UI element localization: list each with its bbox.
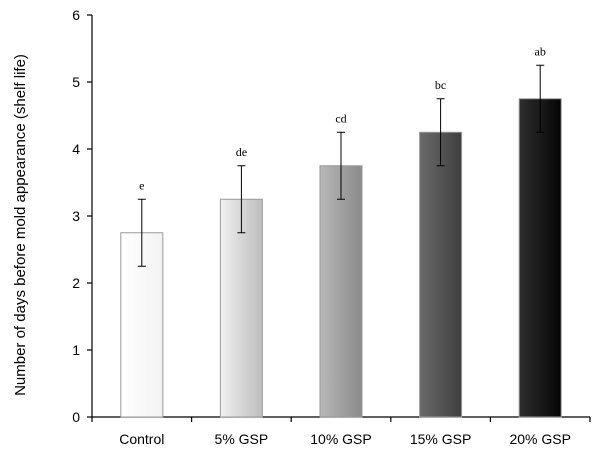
y-tick-label: 0 [72, 409, 80, 425]
y-axis-label: Number of days before mold appearance (s… [12, 54, 29, 396]
x-tick-label: 20% GSP [509, 431, 570, 447]
significance-letter: e [139, 178, 144, 192]
y-tick-label: 1 [72, 342, 80, 358]
x-tick-label: Control [119, 431, 164, 447]
chart-bars [120, 98, 562, 418]
y-tick-label: 2 [72, 275, 80, 291]
significance-letter: de [236, 145, 247, 159]
x-tick-label: 10% GSP [310, 431, 371, 447]
bar [319, 165, 363, 418]
x-tick-label: 5% GSP [215, 431, 269, 447]
y-tick-label: 6 [72, 7, 80, 23]
bar [518, 98, 562, 418]
error-bars [137, 64, 545, 267]
y-tick-label: 4 [72, 141, 80, 157]
x-tick-label: 15% GSP [410, 431, 471, 447]
significance-letter: bc [435, 78, 446, 92]
bar [219, 198, 263, 418]
significance-letter: cd [335, 111, 346, 125]
chart-axes [87, 14, 591, 422]
bar [419, 131, 463, 418]
chart-labels: 0 1 2 3 4 5 6 e Control de 5% GSP cd 10% GSP bc 15% GS… [72, 7, 571, 447]
y-tick-label: 3 [72, 208, 80, 224]
y-tick-label: 5 [72, 74, 80, 90]
significance-letter: ab [535, 44, 546, 58]
